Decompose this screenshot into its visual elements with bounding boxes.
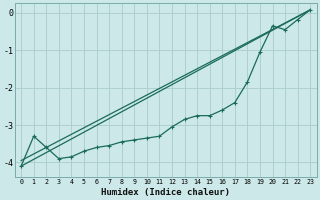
X-axis label: Humidex (Indice chaleur): Humidex (Indice chaleur) (101, 188, 230, 197)
